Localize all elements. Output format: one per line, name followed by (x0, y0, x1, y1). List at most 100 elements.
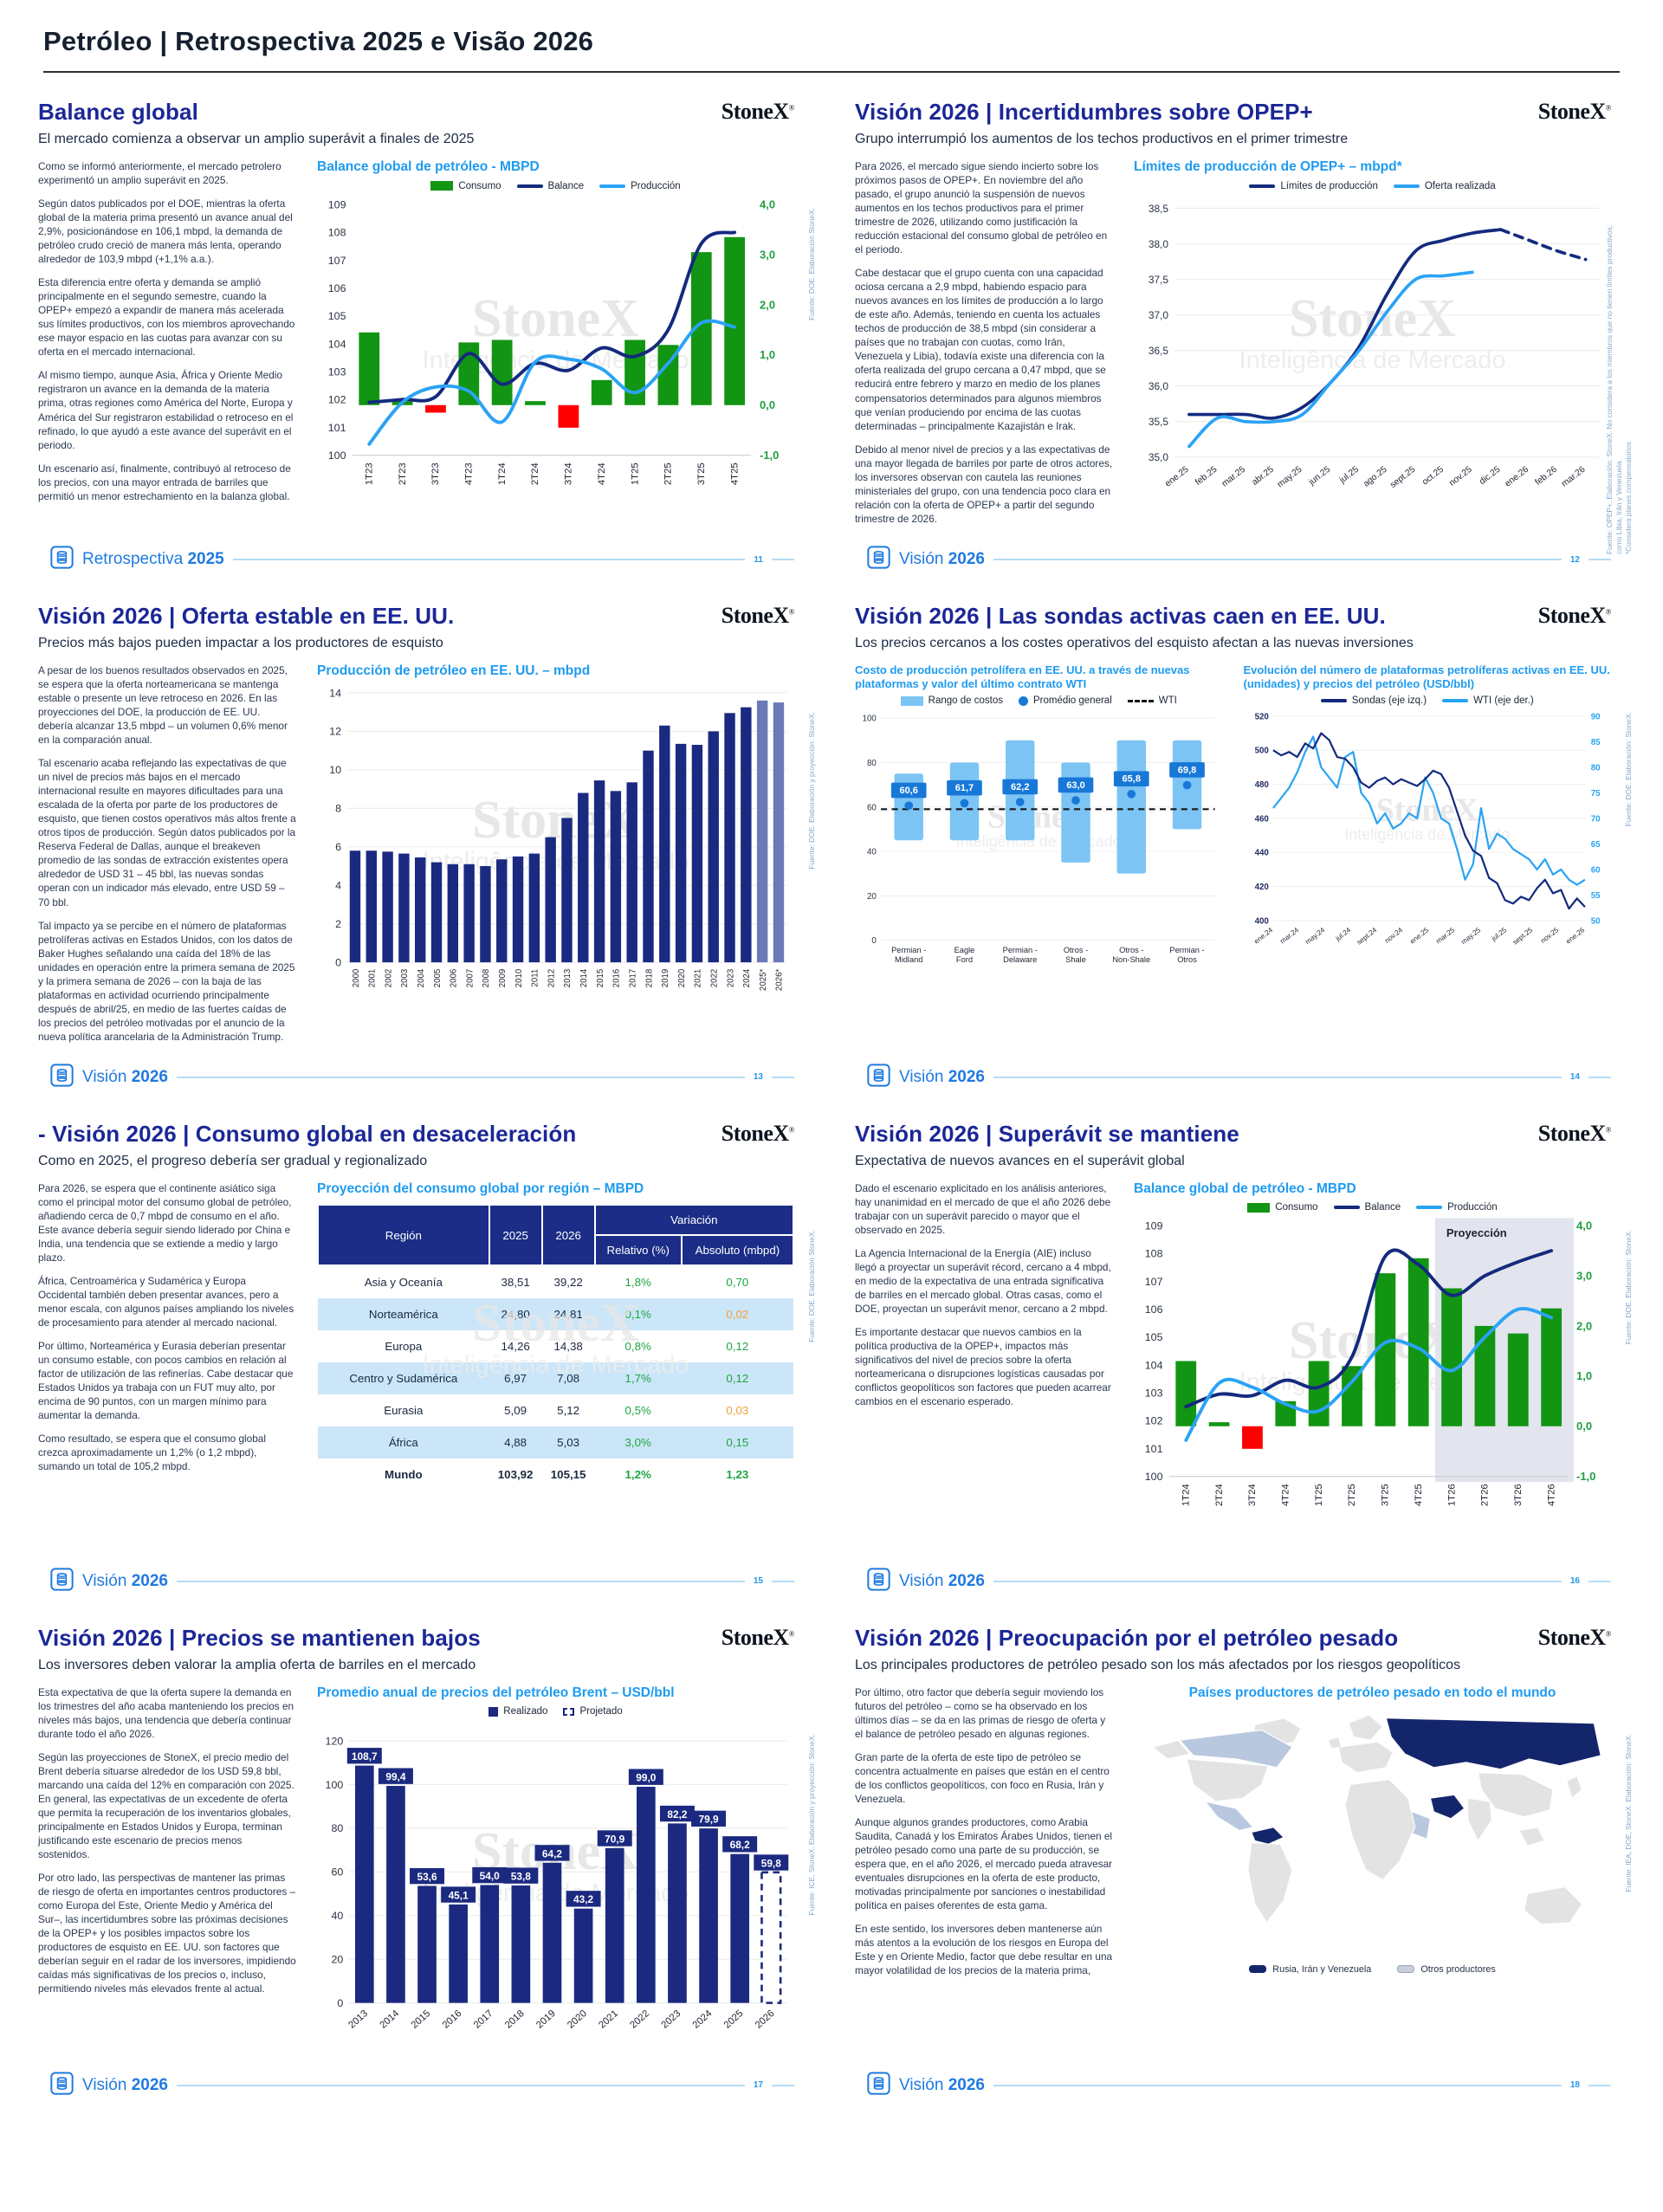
footer-line-end (772, 1076, 794, 1078)
legend-label: Promédio general (1032, 695, 1112, 707)
svg-text:2024: 2024 (742, 968, 752, 987)
svg-text:jun.25: jun.25 (1307, 464, 1333, 488)
svg-text:80: 80 (1590, 763, 1600, 773)
footer-line-end (772, 1580, 794, 1582)
chart-column: Países productores de petróleo pesado en… (1134, 1685, 1611, 2061)
paragraph: Esta diferencia entre oferta y demanda s… (38, 276, 295, 359)
footer-line-end (1589, 1076, 1611, 1078)
legend-item: Balance (1333, 1202, 1401, 1213)
legend-item: Límites de producción (1249, 181, 1378, 191)
svg-text:50: 50 (1590, 916, 1600, 926)
svg-text:38,0: 38,0 (1149, 237, 1169, 249)
svg-text:2012: 2012 (547, 968, 556, 987)
heavy-oil-map: Rusia, Irán y Venezuela Otros productores (1134, 1703, 1611, 1975)
chart-column: Balance global de petróleo - MBPD Consum… (1134, 1181, 1611, 1557)
panel-title: Visión 2026 | Oferta estable en EE. UU. (38, 603, 455, 629)
legend-label: Oferta realizada (1424, 180, 1496, 191)
svg-text:64,2: 64,2 (542, 1848, 563, 1860)
panel-paragraphs: Para 2026, el mercado sigue siendo incie… (855, 159, 1113, 535)
svg-text:0: 0 (337, 1997, 343, 2009)
svg-text:109: 109 (328, 198, 346, 210)
svg-text:nov.24: nov.24 (1383, 926, 1405, 945)
paragraph: Es importante destacar que nuevos cambio… (855, 1326, 1111, 1408)
barrel-icon (867, 546, 890, 573)
svg-text:2000: 2000 (352, 968, 361, 987)
bar-swatch (430, 181, 454, 191)
line-swatch (599, 184, 626, 188)
svg-text:80: 80 (867, 759, 877, 768)
panel-paragraphs: Esta expectativa de que la oferta supere… (38, 1685, 296, 2061)
svg-text:105: 105 (1145, 1332, 1163, 1344)
panel-header: Balance global El mercado comienza a obs… (38, 99, 795, 147)
barrel-icon (50, 2072, 74, 2099)
dash-swatch (1127, 699, 1154, 702)
chart-legend: Consumo Balance Producción (1134, 1202, 1611, 1213)
barrel-icon (50, 1064, 74, 1091)
svg-text:20: 20 (331, 1954, 343, 1966)
panel-paragraphs: Para 2026, se espera que el continente a… (38, 1181, 296, 1557)
footer-label: Visión 2026 (899, 550, 985, 568)
svg-text:2008: 2008 (482, 968, 491, 987)
svg-text:40: 40 (331, 1910, 343, 1922)
svg-text:500: 500 (1254, 747, 1269, 756)
svg-text:35,5: 35,5 (1149, 416, 1169, 428)
stonex-logo: StoneX® (1537, 603, 1612, 628)
table-row: Asia y Oceanía 38,51 39,22 1,8% 0,70 (364, 1276, 749, 1290)
footer-label: Visión 2026 (899, 1067, 985, 1086)
svg-text:ene.26: ene.26 (1564, 926, 1586, 946)
svg-text:2026*: 2026* (775, 968, 785, 991)
svg-text:2002: 2002 (384, 968, 393, 987)
svg-text:Proyección: Proyección (1446, 1226, 1507, 1239)
svg-text:2007: 2007 (465, 968, 475, 987)
footer-line (176, 1580, 745, 1582)
dot-swatch (1018, 695, 1028, 706)
panel-opep-incertidumbres: Visión 2026 | Incertidumbres sobre OPEP+… (851, 87, 1633, 579)
svg-text:14: 14 (329, 687, 341, 699)
svg-text:60: 60 (331, 1866, 343, 1879)
svg-text:100: 100 (328, 450, 346, 462)
svg-text:3T24: 3T24 (564, 462, 574, 485)
svg-text:mar.26: mar.26 (1560, 464, 1588, 488)
svg-text:2016: 2016 (441, 2008, 464, 2031)
legend-label: Sondas (eje izq.) (1351, 695, 1427, 707)
svg-text:102: 102 (1145, 1415, 1163, 1427)
chart-title: Balance global de petróleo - MBPD (317, 159, 540, 174)
legend-item: Consumo (430, 181, 501, 191)
legend-item: Otros productores (1397, 1964, 1496, 1975)
panel-subtitle: Precios más bajos pueden impactar a los … (38, 636, 443, 650)
legend-label: Producción (631, 180, 681, 191)
panel-paragraphs: Por último, otro factor que debería segu… (855, 1685, 1113, 2061)
svg-text:99,4: 99,4 (385, 1771, 406, 1783)
svg-text:6: 6 (335, 841, 341, 853)
svg-text:102: 102 (328, 393, 346, 405)
svg-text:45,1: 45,1 (449, 1890, 469, 1902)
header-divider (43, 71, 1620, 73)
table-row: Eurasia 5,09 5,12 0,5% 0,03 (384, 1404, 749, 1418)
svg-text:2009: 2009 (498, 968, 508, 987)
balance-projection-chart: Consumo Balance Producción StoneX Inteligênc… (1134, 1202, 1611, 1530)
svg-text:2T25: 2T25 (1347, 1484, 1357, 1507)
chart-column: Proyección del consumo global por región… (317, 1181, 795, 1557)
svg-text:sept.25: sept.25 (1388, 464, 1418, 490)
svg-text:3T24: 3T24 (1247, 1484, 1258, 1507)
panel-title: - Visión 2026 | Consumo global en desace… (38, 1120, 577, 1147)
svg-text:Otros -: Otros - (1119, 946, 1143, 954)
svg-text:2014: 2014 (579, 968, 589, 987)
footer-label: Visión 2026 (82, 2075, 168, 2094)
paragraph: Gran parte de la oferta de este tipo de … (855, 1750, 1110, 1806)
table-row: Centro y Sudamérica 6,97 7,08 1,7% 0,12 (318, 1362, 793, 1395)
panels-grid: Balance global El mercado comienza a obs… (0, 73, 1663, 2105)
svg-text:2020: 2020 (677, 968, 687, 987)
svg-text:12: 12 (329, 725, 341, 737)
chart-legend: Consumo Balance Producción (317, 181, 794, 191)
svg-text:4T25: 4T25 (1414, 1484, 1424, 1507)
svg-text:1,0: 1,0 (760, 348, 775, 361)
panel-petroleo-pesado: Visión 2026 | Preocupación por el petról… (851, 1613, 1633, 2105)
svg-text:107: 107 (328, 254, 346, 266)
svg-text:4T24: 4T24 (597, 462, 607, 485)
panel-footer: Visión 2026 14 (855, 1053, 1611, 1096)
legend-item: Balance (516, 181, 584, 191)
svg-text:2019: 2019 (661, 968, 670, 987)
page-header: Petróleo | Retrospectiva 2025 e Visão 20… (0, 0, 1663, 73)
